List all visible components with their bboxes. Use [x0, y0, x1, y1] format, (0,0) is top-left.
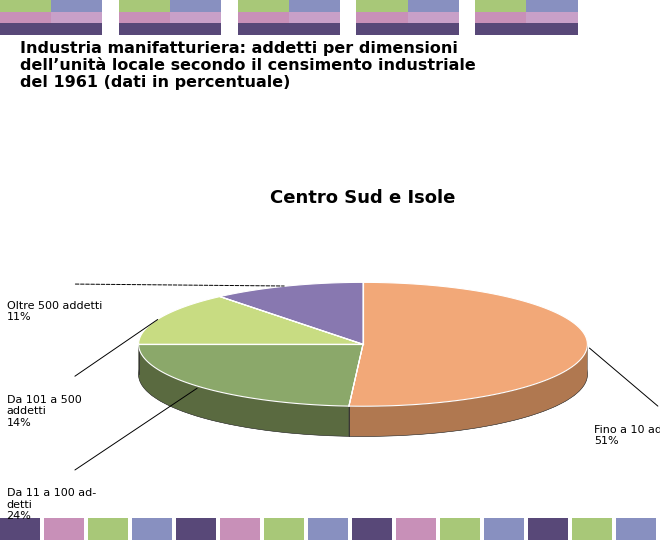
Bar [356, 12, 408, 23]
Bar [0, 12, 51, 23]
Bar [475, 12, 527, 23]
Text: Industria manifatturiera: addetti per dimensioni
dell’unità locale secondo il ce: Industria manifatturiera: addetti per di… [20, 40, 476, 90]
Bar [289, 0, 340, 12]
Bar [119, 0, 170, 12]
Bar [264, 518, 304, 540]
Bar [289, 12, 340, 23]
Polygon shape [349, 344, 587, 436]
Text: Fino a 10 addetti
51%: Fino a 10 addetti 51% [594, 424, 660, 446]
Bar [0, 0, 51, 12]
Bar [484, 518, 523, 540]
Bar [119, 23, 221, 35]
Polygon shape [139, 296, 363, 345]
Text: Da 11 a 100 ad-
detti
24%: Da 11 a 100 ad- detti 24% [7, 488, 96, 522]
Bar [408, 12, 459, 23]
Polygon shape [349, 282, 587, 406]
Bar [616, 518, 655, 540]
Bar [475, 0, 527, 12]
Ellipse shape [139, 313, 587, 436]
Bar [408, 0, 459, 12]
Polygon shape [220, 282, 363, 345]
Bar [220, 518, 259, 540]
Bar [176, 518, 216, 540]
Text: Da 101 a 500
addetti
14%: Da 101 a 500 addetti 14% [7, 395, 81, 428]
Bar [308, 518, 348, 540]
Bar [440, 518, 480, 540]
Text: Oltre 500 addetti
11%: Oltre 500 addetti 11% [7, 301, 102, 322]
Bar [132, 518, 172, 540]
Bar [170, 0, 221, 12]
Polygon shape [139, 345, 349, 436]
Bar [119, 12, 170, 23]
Bar [352, 518, 391, 540]
Bar [527, 12, 578, 23]
Bar [170, 12, 221, 23]
Bar [51, 12, 102, 23]
Polygon shape [139, 345, 363, 406]
Bar [238, 23, 340, 35]
Text: Centro Sud e Isole: Centro Sud e Isole [271, 188, 455, 207]
Bar [528, 518, 568, 540]
Bar [572, 518, 612, 540]
Bar [0, 518, 40, 540]
Bar [396, 518, 436, 540]
Bar [0, 23, 102, 35]
Bar [356, 23, 459, 35]
Bar [527, 0, 578, 12]
Bar [475, 23, 578, 35]
Bar [44, 518, 84, 540]
Bar [238, 12, 289, 23]
Bar [356, 0, 408, 12]
Bar [88, 518, 127, 540]
Bar [238, 0, 289, 12]
Bar [51, 0, 102, 12]
